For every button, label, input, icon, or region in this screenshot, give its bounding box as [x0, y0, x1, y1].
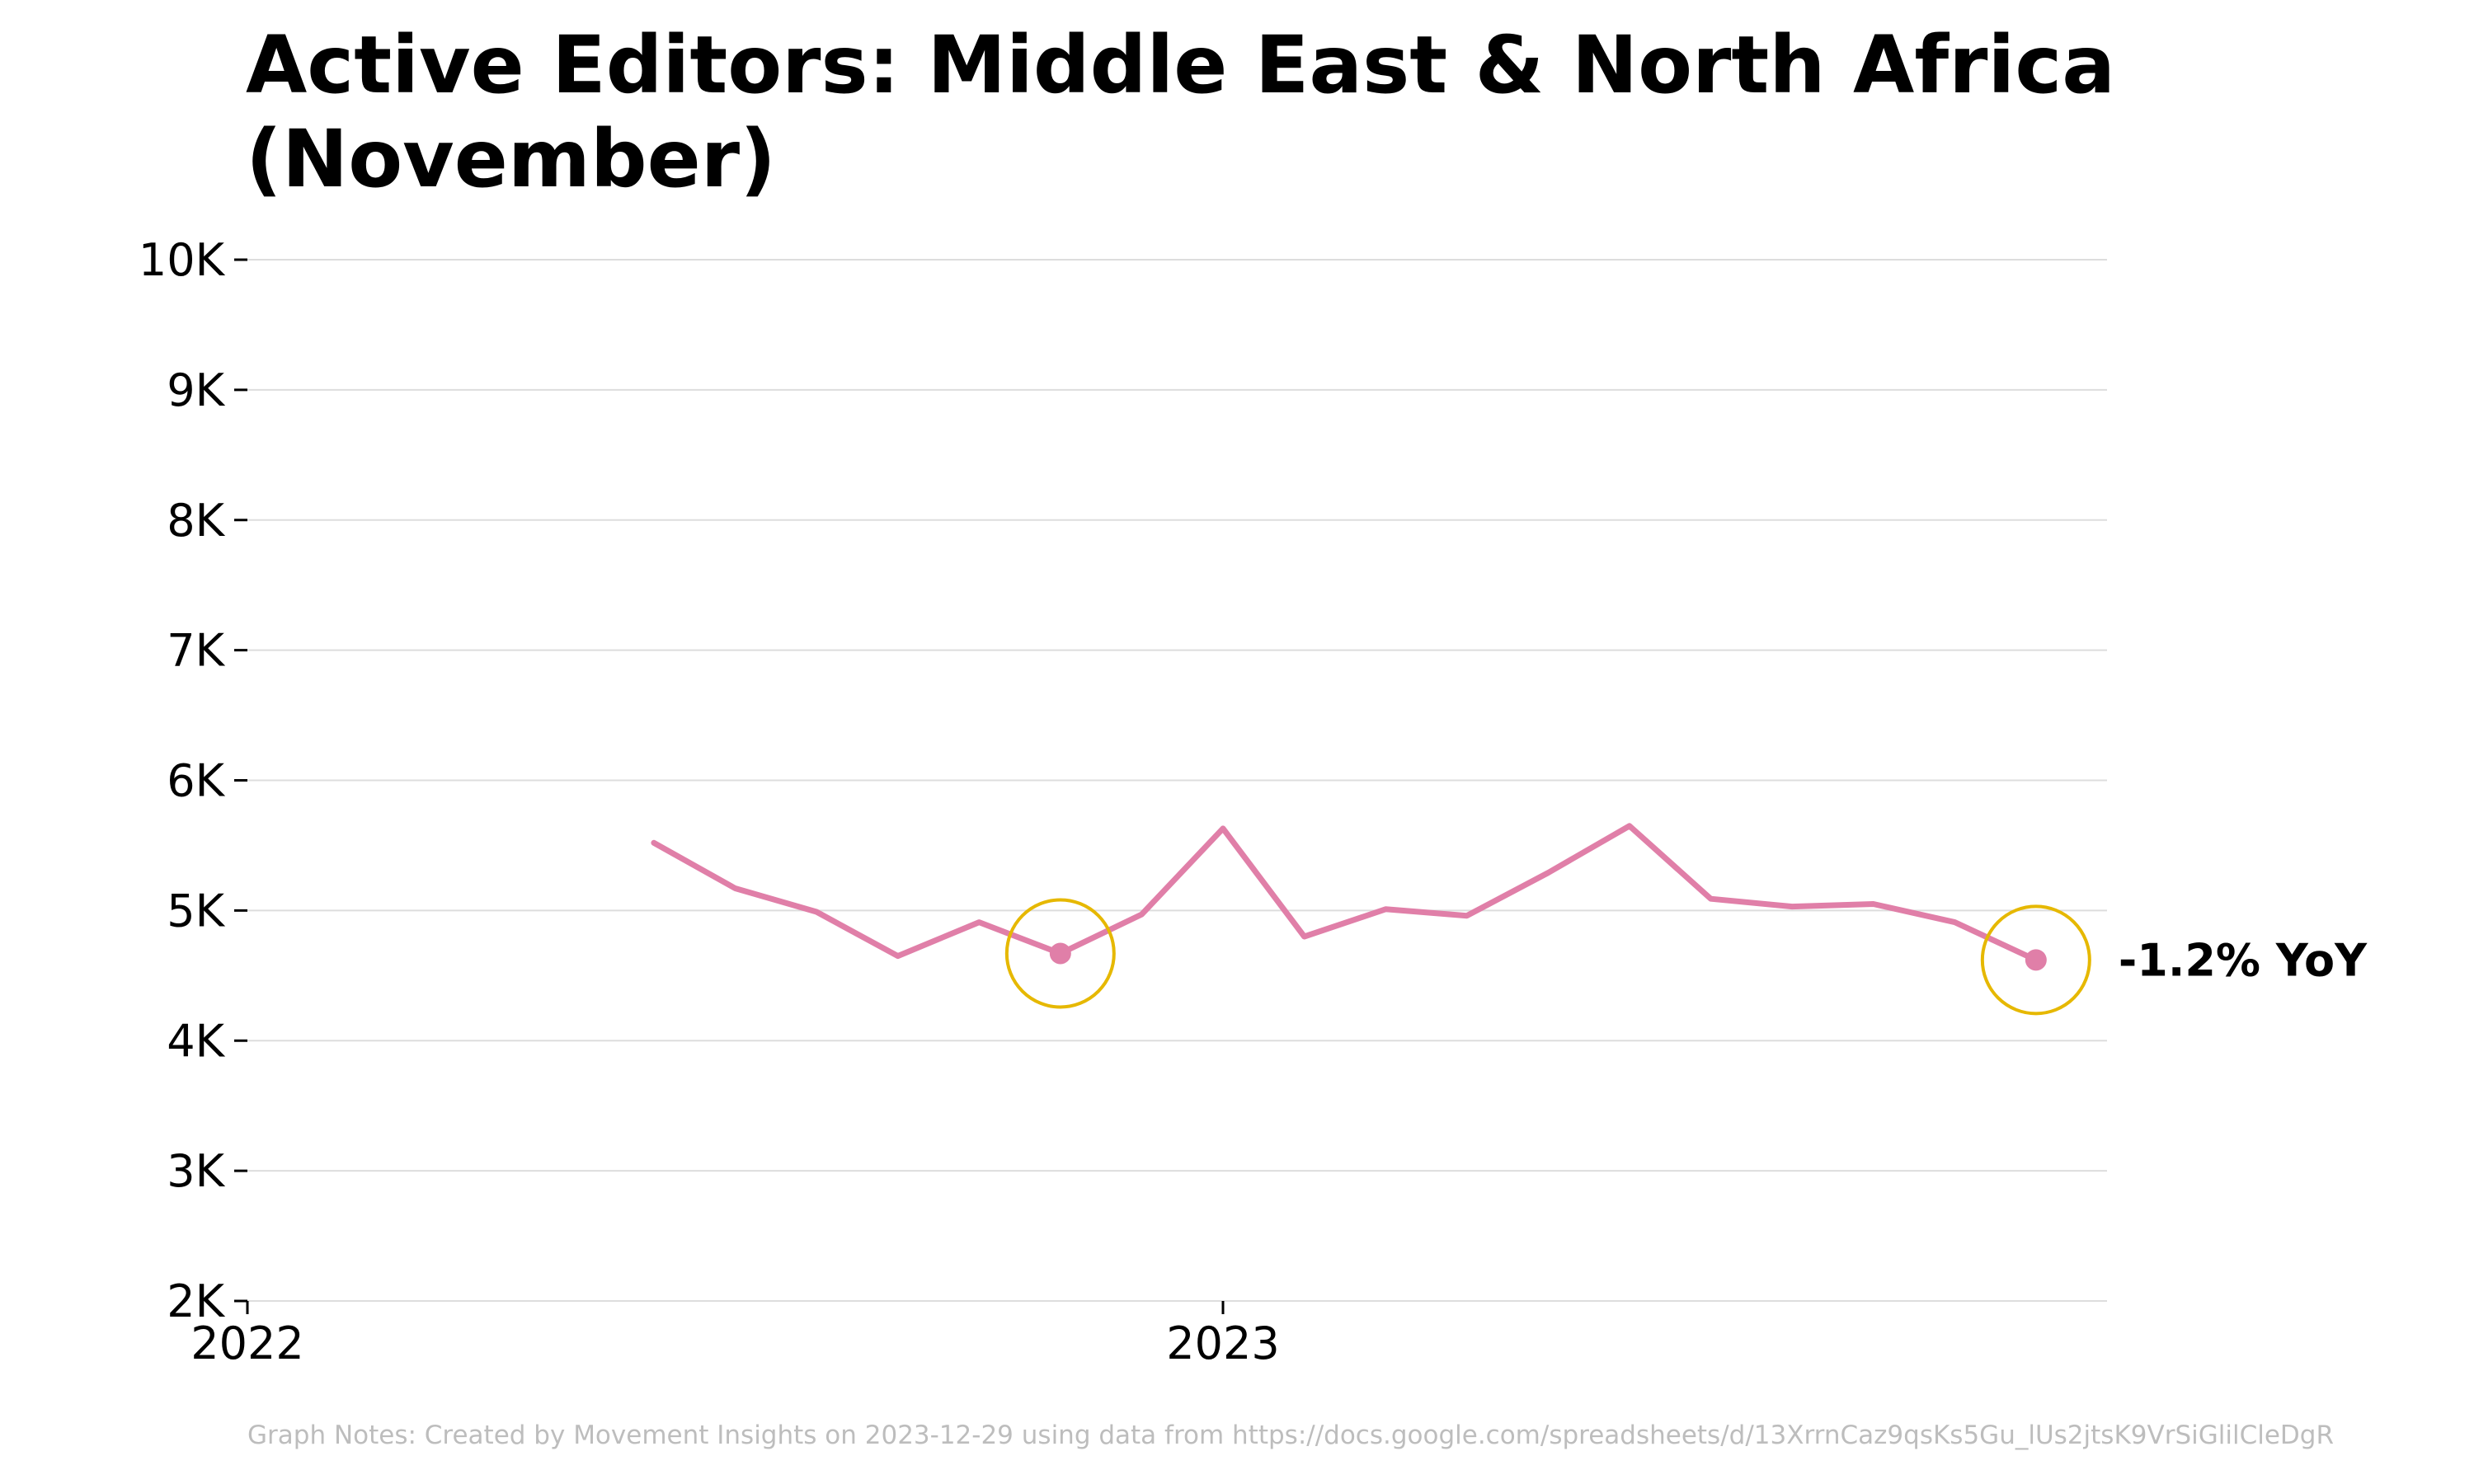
- y-tick-label: 4K: [167, 1015, 225, 1067]
- y-axis: 2K 3K 4K 5K 6K 7K 8K 9K 10K: [139, 234, 247, 1327]
- x-tick-label: 2022: [190, 1317, 303, 1369]
- highlight-ring: [1980, 904, 2091, 1016]
- annotations: -1.2% YoY: [2119, 934, 2368, 986]
- yoy-annotation: -1.2% YoY: [2119, 934, 2368, 986]
- y-tick-label: 8K: [167, 495, 225, 547]
- series-lines: [651, 823, 2039, 963]
- x-axis: 2022 2023: [190, 1301, 1280, 1369]
- y-tick-label: 2K: [167, 1275, 225, 1327]
- highlight-ring: [1004, 898, 1116, 1009]
- y-tick-label: 3K: [167, 1145, 225, 1197]
- chart-title: Active Editors: Middle East & North Afri…: [246, 19, 2116, 205]
- series-line: [651, 823, 2039, 963]
- highlight-point: [1049, 942, 1071, 965]
- x-tick-label: 2023: [1166, 1317, 1279, 1369]
- gridlines: [247, 259, 2107, 1302]
- y-tick-label: 7K: [167, 625, 225, 677]
- y-tick-label: 10K: [139, 234, 226, 286]
- highlight-point: [2025, 949, 2047, 971]
- highlights: [1004, 898, 2091, 1016]
- graph-notes: Graph Notes: Created by Movement Insight…: [247, 1421, 2335, 1450]
- y-tick-label: 6K: [167, 755, 225, 807]
- y-tick-label: 9K: [167, 364, 225, 416]
- y-tick-label: 5K: [167, 885, 225, 937]
